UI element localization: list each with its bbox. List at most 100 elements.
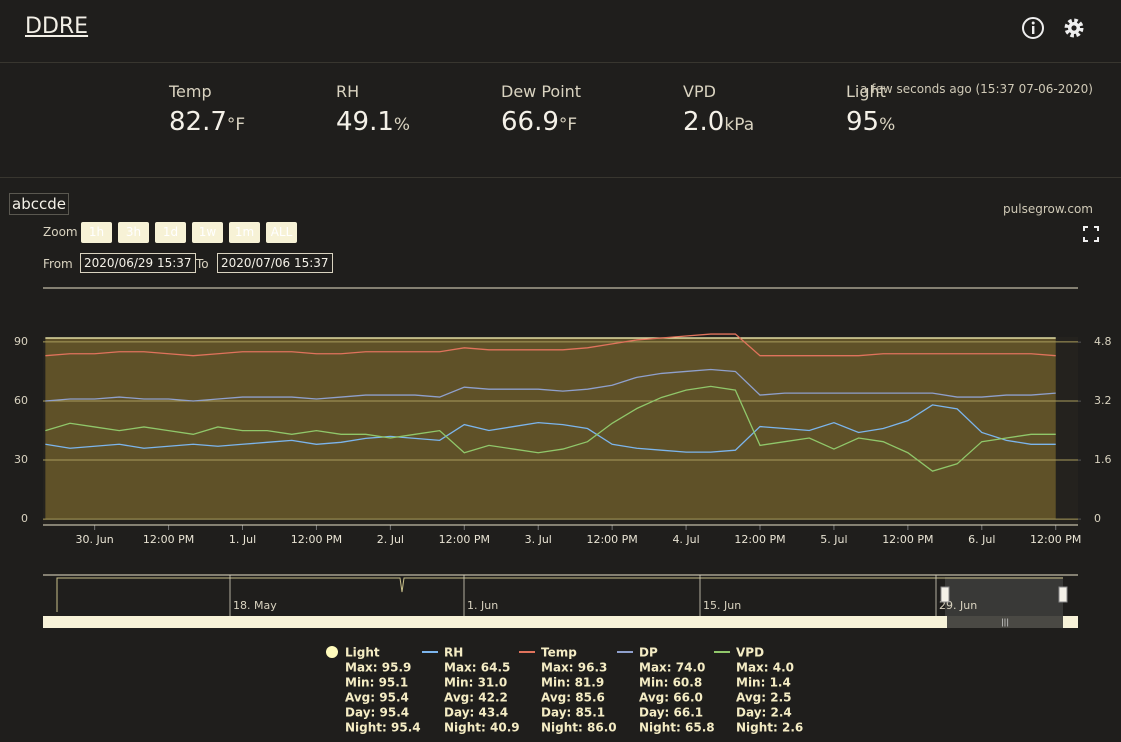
to-date[interactable]: 2020/07/06 15:37 — [217, 253, 333, 273]
reading-label: Dew Point — [501, 82, 582, 101]
legend-stat: Min: 95.1 — [345, 676, 408, 690]
legend-stat: Min: 60.8 — [639, 676, 702, 690]
legend-stat: Max: 95.9 — [345, 661, 411, 675]
scrollbar-thumb — [947, 616, 1063, 628]
legend-stat: Night: 65.8 — [639, 721, 715, 735]
reading-value: 2.0kPa — [683, 107, 754, 137]
x-tick-label: 2. Jul — [377, 533, 404, 546]
legend-stat: Night: 95.4 — [345, 721, 421, 735]
y2-tick-label: 3.2 — [1094, 394, 1112, 407]
source-link[interactable]: pulsegrow.com — [1003, 202, 1093, 216]
reading-label: Light — [846, 82, 886, 101]
info-icon[interactable] — [1020, 15, 1046, 41]
legend-stat: Avg: 42.2 — [444, 691, 508, 705]
legend-stat: Night: 40.9 — [444, 721, 520, 735]
x-tick-label: 6. Jul — [968, 533, 995, 546]
reading-value: 66.9°F — [501, 107, 577, 137]
legend-stat: Day: 43.4 — [444, 706, 508, 720]
legend-stat: Max: 96.3 — [541, 661, 607, 675]
zoom-button[interactable]: 1d — [155, 222, 186, 243]
zoom-button[interactable]: 1w — [192, 222, 223, 243]
legend-stat: Day: 66.1 — [639, 706, 703, 720]
scrollbar-track — [43, 616, 1078, 628]
x-tick-label: 12:00 PM — [586, 533, 637, 546]
navigator-line — [56, 577, 1063, 612]
to-label: To — [196, 257, 209, 271]
navigator-label: 15. Jun — [703, 599, 741, 612]
legend-stat: Night: 86.0 — [541, 721, 617, 735]
legend-stat: Max: 64.5 — [444, 661, 510, 675]
y2-tick-label: 4.8 — [1094, 335, 1112, 348]
readings-bar: Temp 82.7°F RH 49.1% Dew Point 66.9°F VPD 2.0kP… — [0, 63, 1121, 178]
navigator-selection — [945, 577, 1063, 616]
x-tick-label: 12:00 PM — [1030, 533, 1081, 546]
legend-stat: Max: 74.0 — [639, 661, 705, 675]
zoom-button[interactable]: ALL — [266, 222, 297, 243]
reading-label: Temp — [169, 82, 212, 101]
legend-stat: Avg: 66.0 — [639, 691, 703, 705]
legend-name: DP — [639, 646, 658, 660]
legend-stat: Avg: 95.4 — [345, 691, 409, 705]
legend-stat: Max: 4.0 — [736, 661, 794, 675]
reading-number: 49.1 — [336, 107, 394, 137]
legend-name: Temp — [541, 646, 577, 660]
reading-unit: kPa — [724, 115, 755, 135]
y2-tick-label: 1.6 — [1094, 453, 1112, 466]
y-tick-label: 90 — [14, 335, 28, 348]
legend-stat: Day: 85.1 — [541, 706, 605, 720]
legend-symbol — [326, 646, 338, 658]
reading-number: 66.9 — [501, 107, 559, 137]
device-label[interactable]: abccde — [9, 193, 69, 215]
series-line — [45, 404, 1056, 453]
reading-number: 82.7 — [169, 107, 227, 137]
reading-value: 82.7°F — [169, 107, 245, 137]
legend-stat: Day: 2.4 — [736, 706, 792, 720]
x-tick-label: 12:00 PM — [439, 533, 490, 546]
x-tick-label: 3. Jul — [525, 533, 552, 546]
navigator-bg — [43, 575, 1078, 617]
reading-number: 2.0 — [683, 107, 725, 137]
y-tick-label: 0 — [21, 512, 28, 525]
reading-number: 95 — [846, 107, 880, 137]
from-date[interactable]: 2020/06/29 15:37 — [80, 253, 196, 273]
y2-tick-label: 0 — [1094, 512, 1101, 525]
updated-time: a few seconds ago (15:37 07-06-2020) — [860, 82, 1093, 96]
zoom-button[interactable]: 1h — [81, 222, 112, 243]
fullscreen-icon[interactable] — [1083, 226, 1099, 242]
navigator-handle — [1058, 586, 1068, 603]
legend-name: RH — [444, 646, 463, 660]
x-tick-label: 4. Jul — [672, 533, 699, 546]
x-tick-label: 12:00 PM — [291, 533, 342, 546]
legend-stat: Avg: 85.6 — [541, 691, 605, 705]
legend-name: Light — [345, 646, 380, 660]
y-tick-label: 60 — [14, 394, 28, 407]
legend-name: VPD — [736, 646, 764, 660]
series-line — [45, 385, 1056, 472]
x-tick-label: 30. Jun — [76, 533, 114, 546]
zoom-button[interactable]: 3h — [118, 222, 149, 243]
x-tick-label: 12:00 PM — [882, 533, 933, 546]
zoom-label: Zoom — [43, 225, 78, 239]
navigator-label: 1. Jun — [467, 599, 498, 612]
legend-stat: Min: 1.4 — [736, 676, 791, 690]
settings-icon[interactable] — [1061, 15, 1087, 41]
scrollbar-grip: ||| — [1001, 618, 1009, 627]
header-bar: DDRE — [0, 0, 1121, 63]
y-tick-label: 30 — [14, 453, 28, 466]
reading-label: VPD — [683, 82, 716, 101]
reading-unit: % — [393, 115, 411, 135]
site-title[interactable]: DDRE — [25, 14, 89, 39]
legend-stat: Min: 81.9 — [541, 676, 604, 690]
reading-unit: °F — [558, 115, 578, 135]
legend-stat: Avg: 2.5 — [736, 691, 792, 705]
zoom-button[interactable]: 1m — [229, 222, 260, 243]
navigator-label: 18. May — [233, 599, 277, 612]
reading-unit: °F — [226, 115, 246, 135]
x-tick-label: 12:00 PM — [143, 533, 194, 546]
legend-stat: Night: 2.6 — [736, 721, 803, 735]
from-label: From — [43, 257, 73, 271]
series-line — [45, 333, 1056, 357]
legend-stat: Day: 95.4 — [345, 706, 409, 720]
series-line — [45, 368, 1056, 402]
